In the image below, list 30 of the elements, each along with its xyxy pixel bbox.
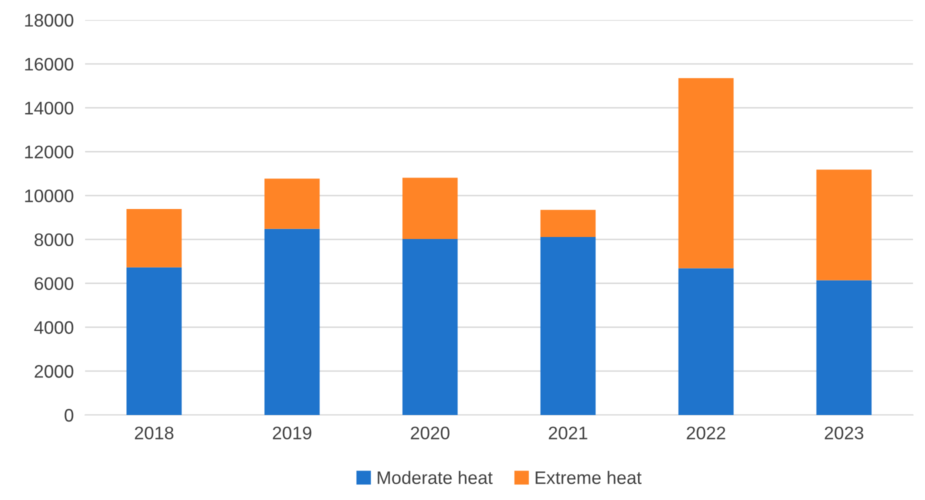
bar [402,178,458,240]
y-tick-label: 6000 [34,277,74,290]
bar [540,210,596,238]
bar [264,228,320,415]
bar [126,208,182,268]
y-tick-label: 4000 [34,321,74,334]
y-tick-label: 8000 [34,233,74,246]
bar [126,267,182,415]
bar [678,268,734,415]
bar [816,280,872,415]
bar [402,239,458,415]
legend-label: Moderate heat [378,470,493,484]
y-tick-label: 18000 [25,14,74,27]
bar [540,237,596,415]
legend-label: Extreme heat [536,470,642,484]
bar [816,170,872,280]
x-tick-label: 2019 [272,426,312,440]
y-tick-label: 0 [64,408,74,422]
x-tick-label: 2023 [824,426,864,440]
y-tick-label: 14000 [25,102,74,114]
x-tick-label: 2022 [686,426,726,440]
y-tick-label: 10000 [25,189,74,202]
x-tick-label: 2020 [410,426,450,440]
y-tick-label: 2000 [34,365,74,378]
y-tick-label: 16000 [25,58,74,71]
y-tick-label: 12000 [25,146,74,158]
bar [264,178,320,229]
x-tick-label: 2021 [548,426,588,440]
bar [678,78,734,268]
x-tick-label: 2018 [134,426,174,440]
